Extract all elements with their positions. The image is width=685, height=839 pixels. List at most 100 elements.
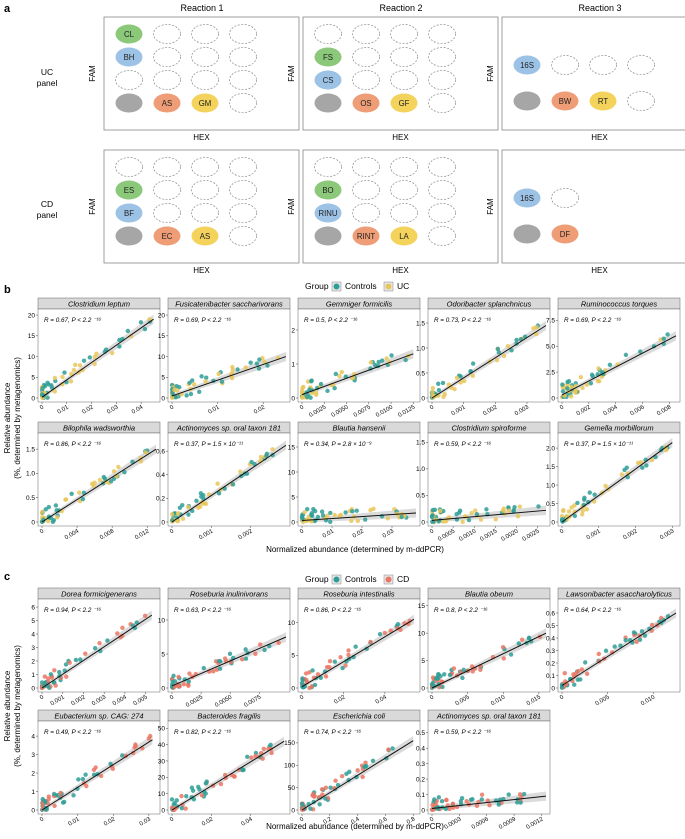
data-point [442, 672, 447, 677]
regression-line [171, 636, 287, 687]
cd-panel-label-2: panel [37, 210, 58, 220]
scatter-panel-b-8: Blautia hansenii 0 5 10 15 0 0.01 0.02 0.03 R = 0… [288, 421, 421, 540]
droplet-cluster-fs [314, 47, 342, 67]
data-point [343, 510, 348, 515]
scatter-panel-c-6: Eubacterium sp. CAG: 274 0 1 2 3 4 0 0.01 0.02 0.… [31, 709, 161, 828]
droplet-label: RINT [357, 232, 375, 241]
data-point [439, 798, 445, 804]
droplet-cluster-as [153, 93, 181, 113]
data-point [78, 657, 83, 662]
y-tick-label: 10 [158, 617, 166, 624]
data-point [143, 450, 148, 455]
x-tick-label: 0.008 [99, 528, 116, 541]
panel-title: Roseburia intestinalis [323, 590, 395, 599]
x-tick-label: 0 [39, 816, 45, 823]
data-point [337, 373, 342, 379]
empty-droplet-slot [229, 226, 257, 246]
data-point [354, 774, 359, 780]
data-point [572, 503, 577, 508]
y-tick-label: 15 [288, 444, 296, 451]
data-point [245, 754, 250, 760]
correlation-stat: R = 0.8, P < 2.2 ⁻¹⁶ [434, 607, 488, 614]
data-point [49, 675, 54, 680]
y-tick-label: 5 [291, 653, 295, 660]
empty-droplet-slot [352, 180, 380, 200]
data-point [649, 622, 655, 628]
data-point [644, 463, 649, 468]
y-tick-label: 5.0 [546, 343, 555, 350]
data-point [240, 767, 245, 772]
x-tick-label: 0.002 [482, 404, 499, 417]
y-tick-label: 10 [158, 791, 166, 798]
legend-c: Group Controls CD [305, 574, 409, 585]
droplet-cluster-negative [115, 226, 143, 246]
data-point [565, 386, 570, 391]
empty-droplet-slot [191, 24, 219, 44]
data-point [649, 457, 655, 463]
regression-line [41, 448, 157, 523]
droplet-label: BO [322, 186, 333, 195]
empty-droplet-slot [627, 55, 655, 75]
data-point [458, 374, 463, 379]
empty-droplet-slot [115, 70, 143, 90]
fam-axis-label: FAM [88, 198, 97, 215]
data-point [204, 375, 209, 380]
data-point [60, 374, 65, 380]
data-point [146, 736, 152, 741]
y-tick-label: 20 [158, 312, 166, 319]
panel-title: Gemmiger formicilis [326, 300, 393, 309]
empty-droplet-slot [229, 47, 257, 67]
empty-droplet-slot [352, 24, 380, 44]
data-point [175, 388, 180, 393]
empty-droplet-slot [115, 157, 143, 177]
data-point [460, 519, 465, 525]
data-point [319, 787, 325, 792]
data-point [560, 382, 565, 387]
data-point [97, 640, 102, 646]
y-tick-label: 5 [31, 618, 35, 625]
empty-droplet-slot [428, 24, 456, 44]
y-tick-label: 0 [161, 807, 165, 814]
data-point [514, 337, 519, 343]
data-point [362, 764, 367, 770]
data-point [328, 785, 333, 790]
data-point [179, 805, 185, 811]
correlation-stat: R = 0.37, P = 1.5 × 10⁻¹¹ [564, 441, 633, 448]
data-point [67, 660, 72, 665]
y-tick-label: 4 [31, 631, 35, 638]
correlation-stat: R = 0.86, P < 2.2 ⁻¹⁶ [304, 607, 362, 614]
data-point [48, 672, 54, 677]
reaction-grid-5: FAM HEX BO RINU RINT LA [287, 149, 499, 275]
correlation-stat: R = 0.82, P < 2.2 ⁻¹⁶ [174, 729, 232, 736]
correlation-stat: R = 0.37, P = 1.5 × 10⁻¹¹ [174, 441, 243, 448]
data-point [230, 367, 236, 373]
y-tick-label: 15 [28, 333, 36, 340]
panel-title: Ruminococcus torques [581, 300, 658, 309]
empty-droplet-slot [390, 203, 418, 223]
data-point [77, 363, 83, 368]
y-tick-label: 5 [161, 375, 165, 382]
data-point [46, 518, 51, 524]
data-point [584, 382, 590, 387]
data-point [300, 385, 305, 390]
x-tick-label: 0.002 [576, 404, 593, 417]
data-point [49, 385, 55, 390]
data-point [122, 469, 127, 475]
data-point [72, 362, 78, 367]
x-tick-label: 0.0020 [501, 528, 520, 543]
data-point [63, 662, 69, 667]
data-point [320, 513, 326, 518]
data-point [382, 630, 387, 636]
droplet-cluster-negative [314, 226, 342, 246]
data-point [501, 656, 506, 661]
data-point [253, 753, 258, 759]
empty-droplet-slot [153, 157, 181, 177]
legend-c-title: Group [305, 574, 329, 584]
data-point [320, 792, 325, 797]
data-point [368, 639, 373, 645]
y-tick-label: 1 [31, 789, 35, 796]
empty-droplet-slot [314, 157, 342, 177]
hex-axis-label: HEX [591, 266, 608, 275]
empty-droplet-slot [191, 180, 219, 200]
data-point [466, 517, 472, 523]
